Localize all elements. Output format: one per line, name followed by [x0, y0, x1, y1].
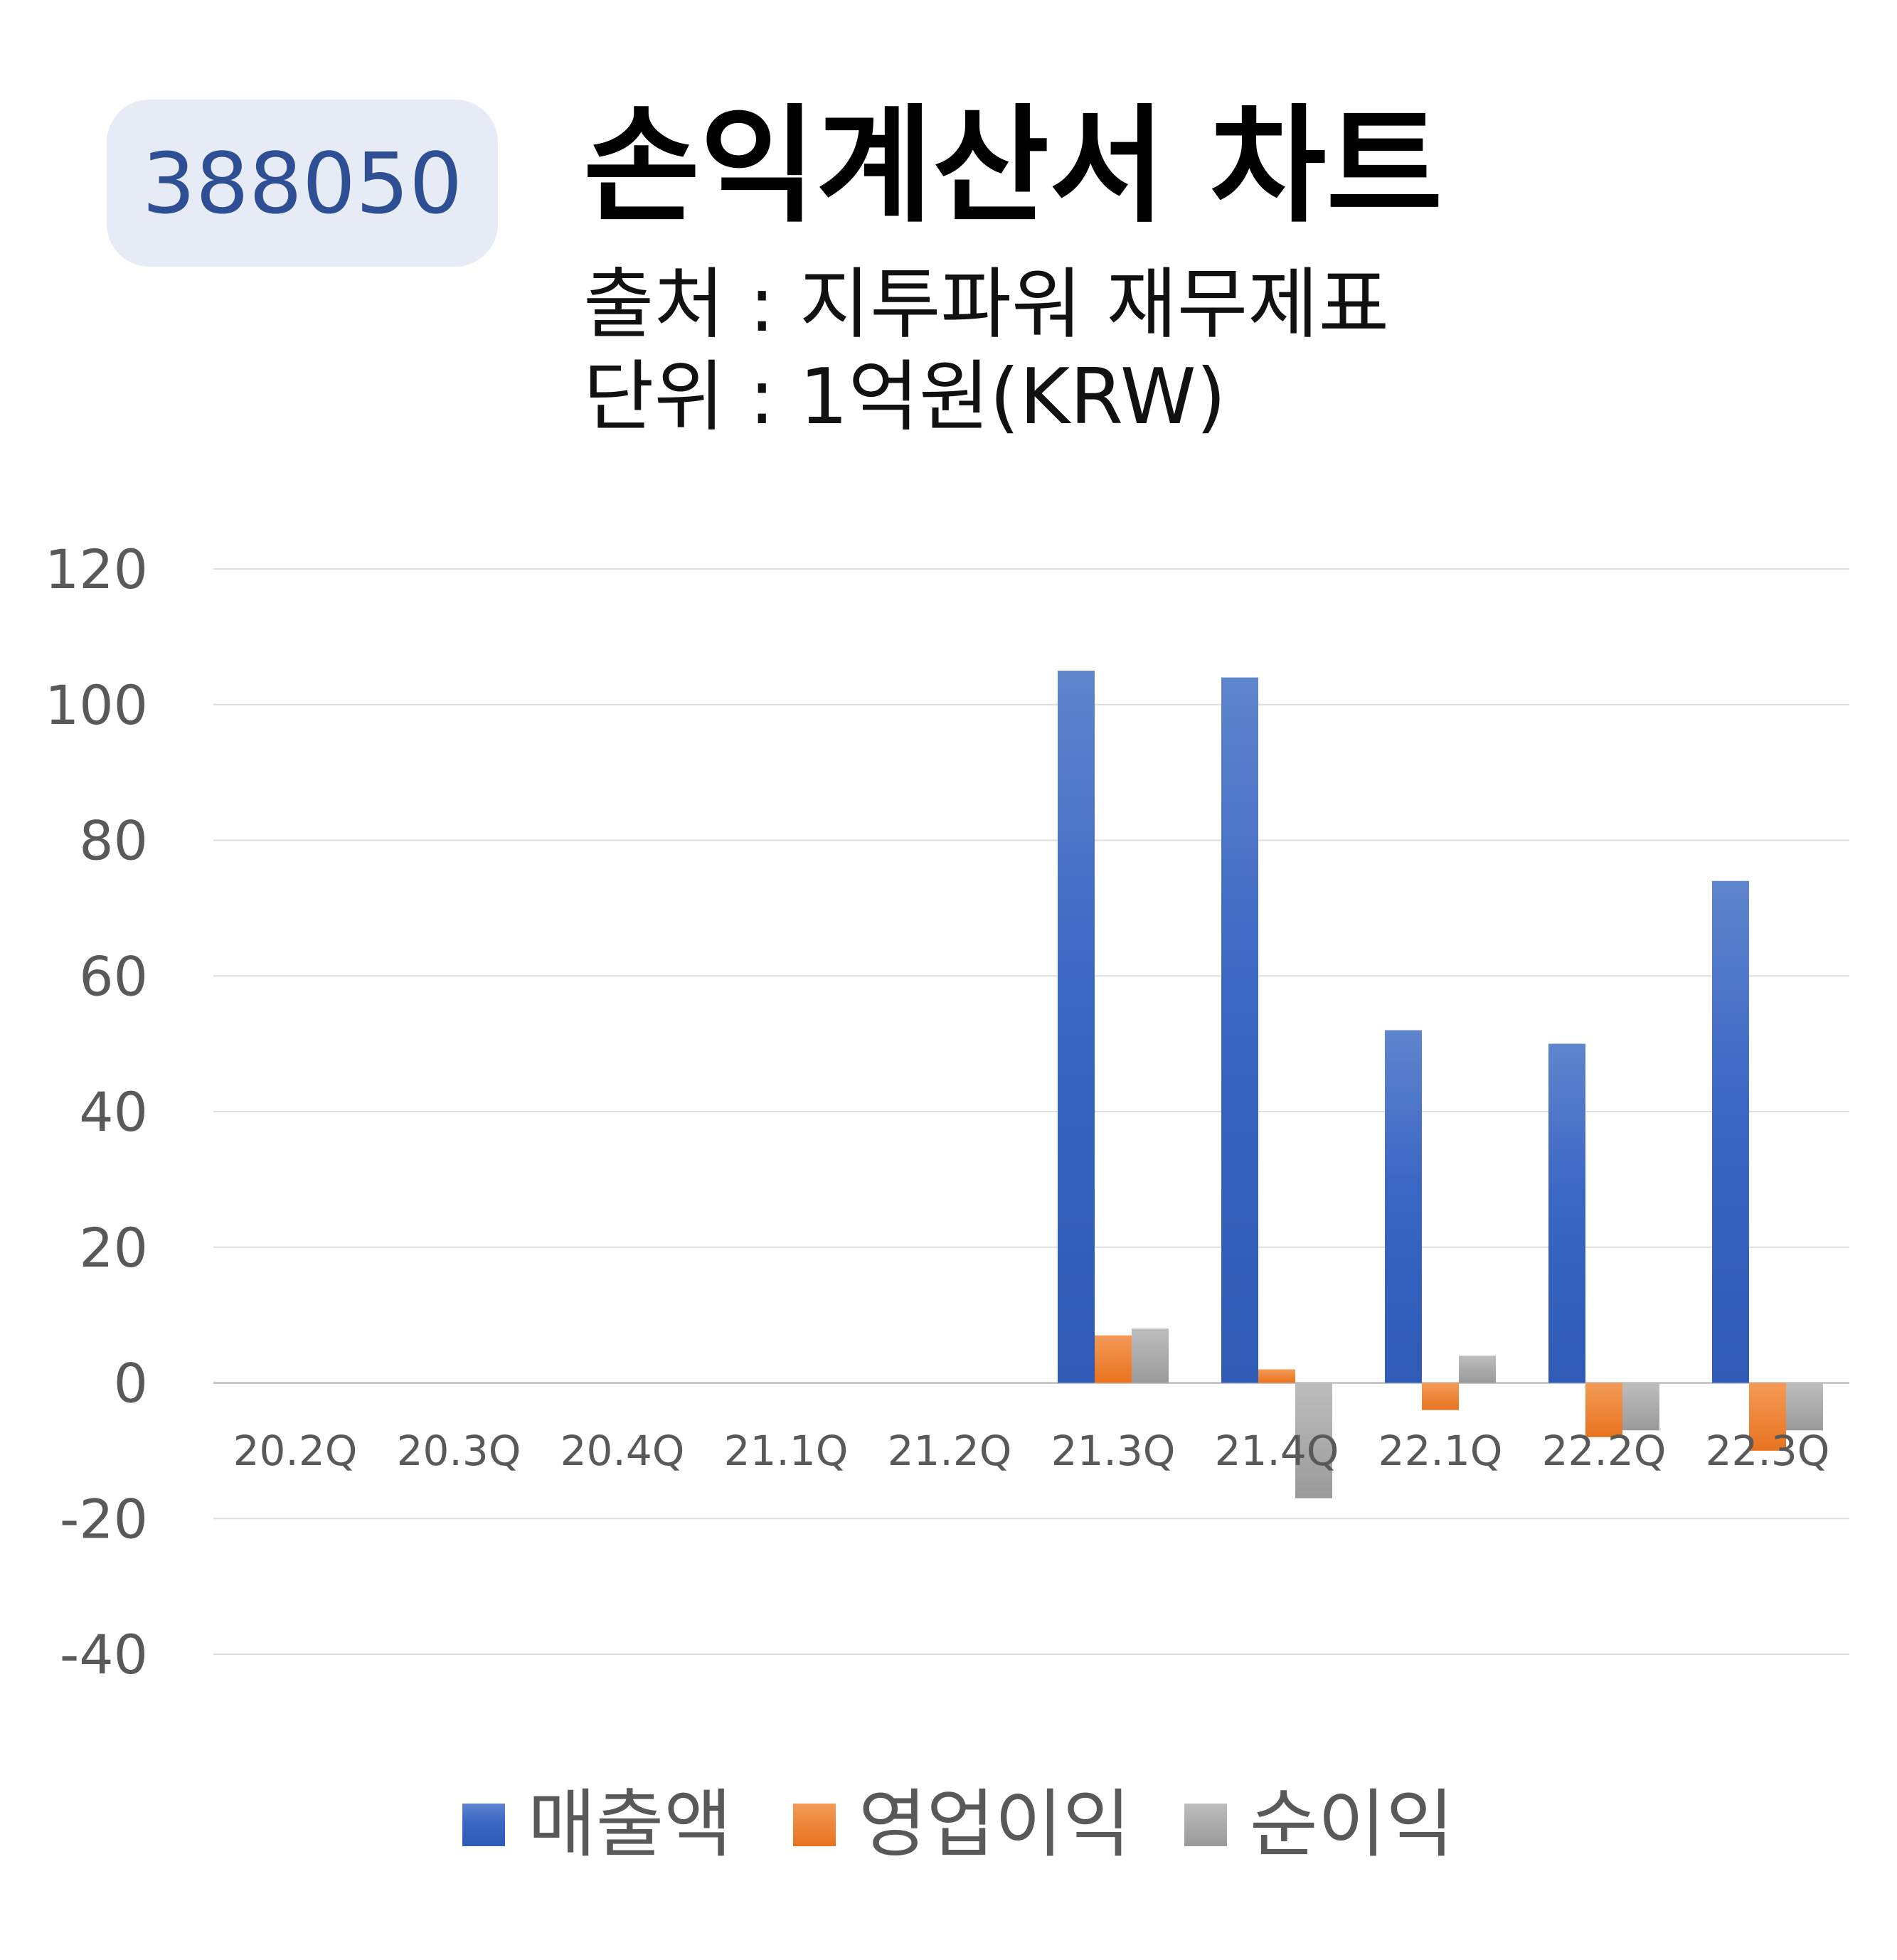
- legend-item-매출액: 매출액: [462, 1781, 732, 1868]
- x-category-label: 22.3Q: [1706, 1427, 1830, 1475]
- unit-text: 단위 : 1억원(KRW): [583, 353, 1226, 442]
- legend-item-순이익: 순이익: [1184, 1781, 1454, 1868]
- legend: 매출액 영업이익 순이익: [462, 1781, 1454, 1868]
- legend-label: 매출액: [528, 1781, 732, 1868]
- bar-영업이익-21.3Q: [1095, 1335, 1132, 1383]
- x-category-label: 21.2Q: [888, 1427, 1012, 1475]
- legend-label: 순이익: [1250, 1781, 1454, 1868]
- bar-순이익-22.2Q: [1622, 1383, 1659, 1431]
- y-tick-label: 40: [79, 1080, 148, 1144]
- x-category-label: 20.4Q: [560, 1427, 685, 1475]
- bar-매출액-21.3Q: [1058, 671, 1095, 1383]
- legend-swatch: [793, 1804, 836, 1846]
- bar-매출액-22.3Q: [1712, 880, 1749, 1383]
- y-tick-label: 20: [79, 1216, 148, 1279]
- bars: [1058, 671, 1823, 1498]
- axis-labels: -40 -20 0 20 40 60 80 100 120 20.2Q 20.3Q 20.4Q 21.1…: [45, 538, 1829, 1686]
- bar-순이익-22.1Q: [1459, 1356, 1496, 1383]
- source-text: 출처 : 지투파워 재무제표: [583, 260, 1389, 349]
- bar-영업이익-22.2Q: [1585, 1383, 1622, 1437]
- x-category-label: 20.3Q: [397, 1427, 521, 1475]
- x-category-label: 21.3Q: [1051, 1427, 1176, 1475]
- x-category-label: 22.1Q: [1378, 1427, 1503, 1475]
- gridlines: [213, 568, 1849, 1655]
- y-tick-label: 80: [79, 809, 148, 873]
- bar-매출액-22.2Q: [1548, 1043, 1585, 1383]
- y-tick-label: 100: [45, 673, 148, 737]
- y-tick-label: 0: [114, 1352, 148, 1415]
- y-tick-label: -20: [60, 1487, 148, 1550]
- bar-순이익-21.4Q: [1295, 1383, 1332, 1498]
- bar-순이익-21.3Q: [1132, 1328, 1169, 1383]
- x-category-label: 20.2Q: [233, 1427, 358, 1475]
- legend-label: 영업이익: [859, 1781, 1131, 1868]
- bar-순이익-22.3Q: [1786, 1383, 1823, 1431]
- bar-영업이익-22.3Q: [1749, 1383, 1786, 1451]
- bar-영업이익-21.4Q: [1258, 1369, 1295, 1383]
- bar-영업이익-22.1Q: [1422, 1383, 1459, 1410]
- legend-item-영업이익: 영업이익: [793, 1781, 1131, 1868]
- y-tick-label: 120: [45, 538, 148, 601]
- legend-swatch: [1184, 1804, 1227, 1846]
- y-tick-label: -40: [60, 1623, 148, 1686]
- legend-swatch: [462, 1804, 505, 1846]
- x-category-label: 22.2Q: [1542, 1427, 1667, 1475]
- bar-매출액-22.1Q: [1385, 1030, 1422, 1383]
- y-tick-label: 60: [79, 944, 148, 1008]
- bar-매출액-21.4Q: [1221, 677, 1258, 1383]
- x-category-label: 21.4Q: [1215, 1427, 1339, 1475]
- chart-title: 손익계산서 차트: [583, 92, 1443, 240]
- x-category-label: 21.1Q: [724, 1427, 849, 1475]
- ticker-code: 388050: [142, 134, 463, 233]
- ticker-badge: 388050: [107, 100, 498, 267]
